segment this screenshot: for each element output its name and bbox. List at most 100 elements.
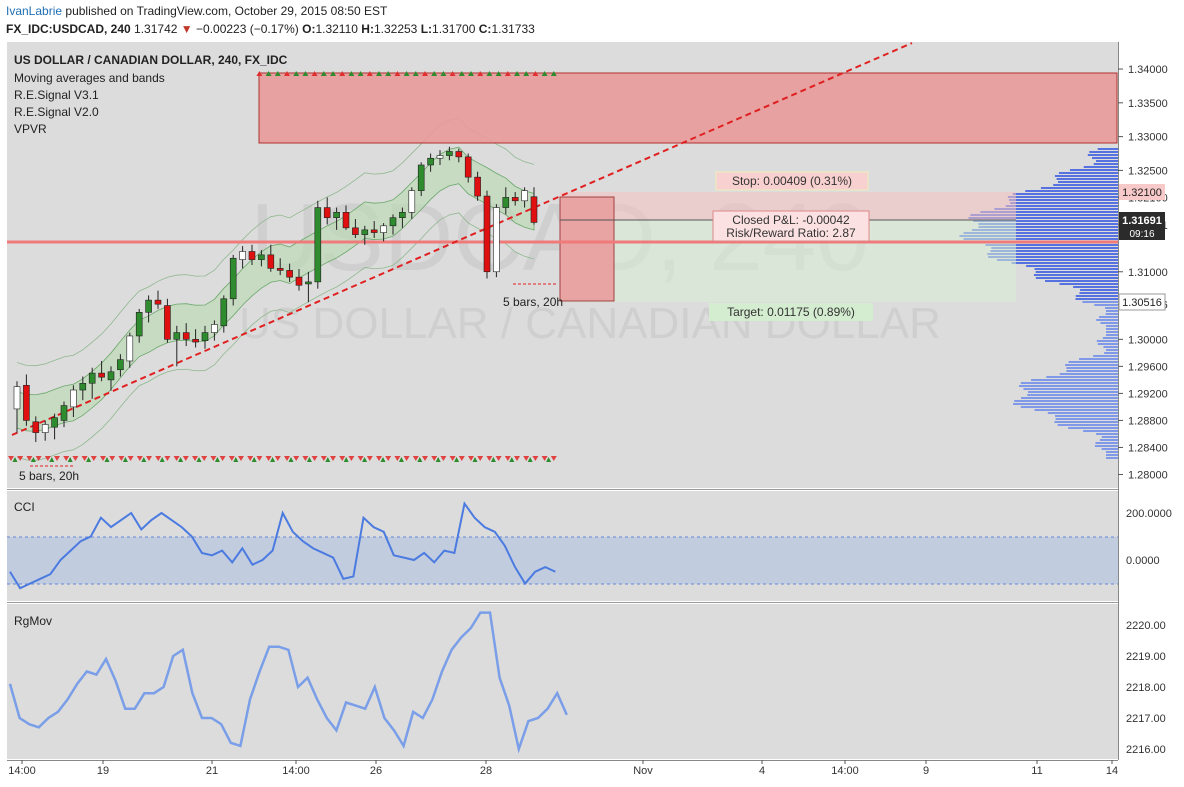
- rgmov-line: [8, 611, 568, 754]
- author-link[interactable]: IvanLabrie: [6, 4, 63, 18]
- volume-profile-bar: [1068, 361, 1118, 363]
- signal-top-marker: [284, 71, 290, 76]
- volume-profile-bar: [1095, 445, 1118, 447]
- volume-profile-bar: [1023, 388, 1118, 390]
- time-tick-label: 4: [759, 765, 765, 777]
- volume-profile-bar: [1096, 319, 1118, 321]
- signal-down-marker: [357, 456, 364, 461]
- signal-top-marker: [357, 71, 364, 76]
- signal-down-marker: [412, 456, 419, 461]
- signal-up-marker: [214, 457, 220, 462]
- candle-body: [88, 372, 96, 384]
- signal-top-marker: [274, 71, 281, 76]
- volume-profile-bar: [1059, 373, 1118, 375]
- candles: [13, 146, 538, 443]
- legend-title: US DOLLAR / CANADIAN DOLLAR, 240, FX_IDC: [14, 53, 288, 67]
- volume-profile-bar: [1065, 364, 1118, 366]
- signal-top-marker: [385, 71, 392, 76]
- stop-label-box: [715, 171, 869, 191]
- volume-profile-bar: [980, 211, 1118, 213]
- volume-profile-bar: [1034, 409, 1118, 411]
- signal-up-marker: [233, 457, 239, 462]
- signal-up-marker: [325, 457, 331, 462]
- signal-up-marker: [49, 457, 55, 462]
- volume-profile-bar: [978, 223, 1118, 225]
- bars-range-label: 5 bars, 20h: [19, 469, 79, 483]
- signal-down-marker: [431, 456, 438, 461]
- volume-profile-bar: [1021, 397, 1118, 399]
- signal-top-marker: [376, 71, 382, 76]
- signal-down-marker: [44, 456, 51, 461]
- volume-profile-bar: [1031, 379, 1118, 381]
- signal-up-marker: [251, 457, 257, 462]
- candle-body: [286, 270, 293, 278]
- volume-profile-bar: [1026, 265, 1118, 267]
- candle-body: [455, 151, 463, 158]
- signal-top-marker: [320, 71, 327, 76]
- signal-up-marker: [270, 457, 276, 462]
- volume-profile: [959, 148, 1118, 459]
- candle-body: [436, 155, 444, 159]
- volume-profile-bar: [1045, 280, 1118, 282]
- legend-item[interactable]: VPVR: [14, 122, 47, 136]
- signal-down-marker: [339, 456, 346, 461]
- volume-profile-bar: [1054, 175, 1118, 177]
- signal-up-marker: [454, 457, 460, 462]
- signal-top-marker: [532, 71, 539, 76]
- signal-up-marker: [362, 457, 368, 462]
- supply-zone-rect[interactable]: [258, 72, 1118, 144]
- legend-item[interactable]: R.E.Signal V2.0: [14, 105, 99, 119]
- pl-label-box: [712, 210, 870, 242]
- legend-item[interactable]: Moving averages and bands: [14, 71, 165, 85]
- closed-trade-box[interactable]: [559, 196, 615, 302]
- signal-up-marker: [546, 457, 552, 462]
- volume-profile-bar: [1080, 289, 1118, 291]
- volume-profile-bar: [1093, 355, 1118, 357]
- signal-down-marker: [422, 456, 428, 461]
- volume-profile-bar: [1033, 274, 1118, 276]
- rgmov-axis: 2220.00 2219.00 2218.00 2217.00 2216.00: [1126, 620, 1166, 756]
- time-axis[interactable]: 14:00 19 21 14:00 26 28 Nov 4 14:00 9 11 14: [8, 760, 1118, 777]
- volume-profile-bar: [1075, 295, 1118, 297]
- candle-body: [530, 196, 538, 223]
- volume-profile-bar: [1046, 376, 1118, 378]
- candle-body: [427, 157, 434, 166]
- trend-line[interactable]: [11, 42, 913, 436]
- last-price-tag: [1119, 212, 1165, 240]
- signal-down-marker: [182, 456, 189, 461]
- signal-down-marker: [468, 456, 474, 461]
- price-axis[interactable]: 1.34000 1.33500 1.33000 1.32500 1.32100 1.316…: [1118, 64, 1168, 481]
- rgmov-tick-label: 2217.00: [1126, 713, 1166, 725]
- closed-pl-label: Closed P&L: -0.00042: [732, 213, 850, 227]
- signal-down-marker: [155, 456, 162, 461]
- signal-up-marker: [122, 457, 128, 462]
- open-value: 1.32110: [315, 22, 358, 36]
- risk-reward-label: Risk/Reward Ratio: 2.87: [726, 226, 856, 240]
- volume-profile-bar: [1055, 415, 1118, 417]
- open-label: O:: [302, 22, 316, 36]
- volume-profile-bar: [1106, 457, 1118, 459]
- low-label: L:: [420, 22, 433, 36]
- volume-profile-bar: [1097, 343, 1118, 345]
- volume-profile-bar: [1027, 391, 1118, 393]
- signal-down-marker: [274, 456, 281, 461]
- rgmov-tick-label: 2220.00: [1126, 620, 1166, 632]
- candle-body: [201, 332, 209, 341]
- volume-profile-bar: [963, 238, 1118, 240]
- volume-profile-bar: [985, 244, 1118, 246]
- signal-up-marker: [196, 457, 202, 462]
- signal-down-marker: [348, 456, 355, 461]
- legend-item[interactable]: R.E.Signal V3.1: [14, 88, 99, 102]
- outer-band-lower: [16, 212, 535, 461]
- volume-profile-bar: [991, 247, 1118, 249]
- rgmov-pane[interactable]: [7, 604, 1118, 759]
- signal-top-marker: [550, 71, 557, 76]
- signal-top-marker: [256, 71, 263, 76]
- signal-down-marker: [385, 456, 392, 461]
- volume-profile-bar: [1106, 454, 1118, 456]
- high-label: H:: [361, 22, 374, 36]
- volume-profile-bar: [1034, 268, 1118, 270]
- volume-profile-bar: [1055, 418, 1118, 420]
- candle-body: [305, 281, 312, 285]
